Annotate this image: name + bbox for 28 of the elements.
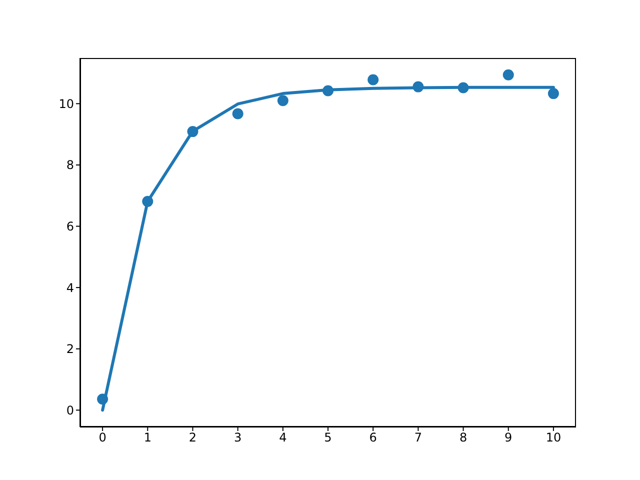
x-tick-label: 1 (144, 430, 152, 445)
point (502, 69, 514, 80)
point (368, 74, 379, 86)
x-tick-label: 9 (504, 430, 512, 445)
y-tick-label: 2 (66, 342, 74, 356)
x-tick-label: 4 (279, 430, 287, 445)
point (187, 126, 198, 138)
x-tick-label: 3 (234, 430, 242, 445)
point (322, 85, 334, 96)
point (97, 394, 108, 405)
y-tick-label: 4 (66, 280, 74, 295)
x-tick-label: 2 (188, 430, 197, 445)
x-tick-label: 8 (459, 430, 468, 445)
y-tick-label: 8 (66, 158, 74, 172)
point (458, 82, 469, 94)
x-tick-label: 6 (369, 430, 377, 445)
y-tick-label: 6 (66, 220, 74, 234)
x-tick-label: 0 (98, 430, 106, 445)
x-tick-label: 7 (414, 430, 422, 445)
y-tick-label: 10 (58, 96, 74, 111)
x-tick-label: 5 (324, 430, 332, 445)
x-tick-label: 10 (546, 430, 562, 445)
point (277, 95, 288, 106)
y-tick-label: 0 (66, 403, 74, 418)
point (412, 81, 424, 92)
point (548, 88, 559, 100)
point (142, 196, 154, 207)
point (232, 108, 244, 120)
